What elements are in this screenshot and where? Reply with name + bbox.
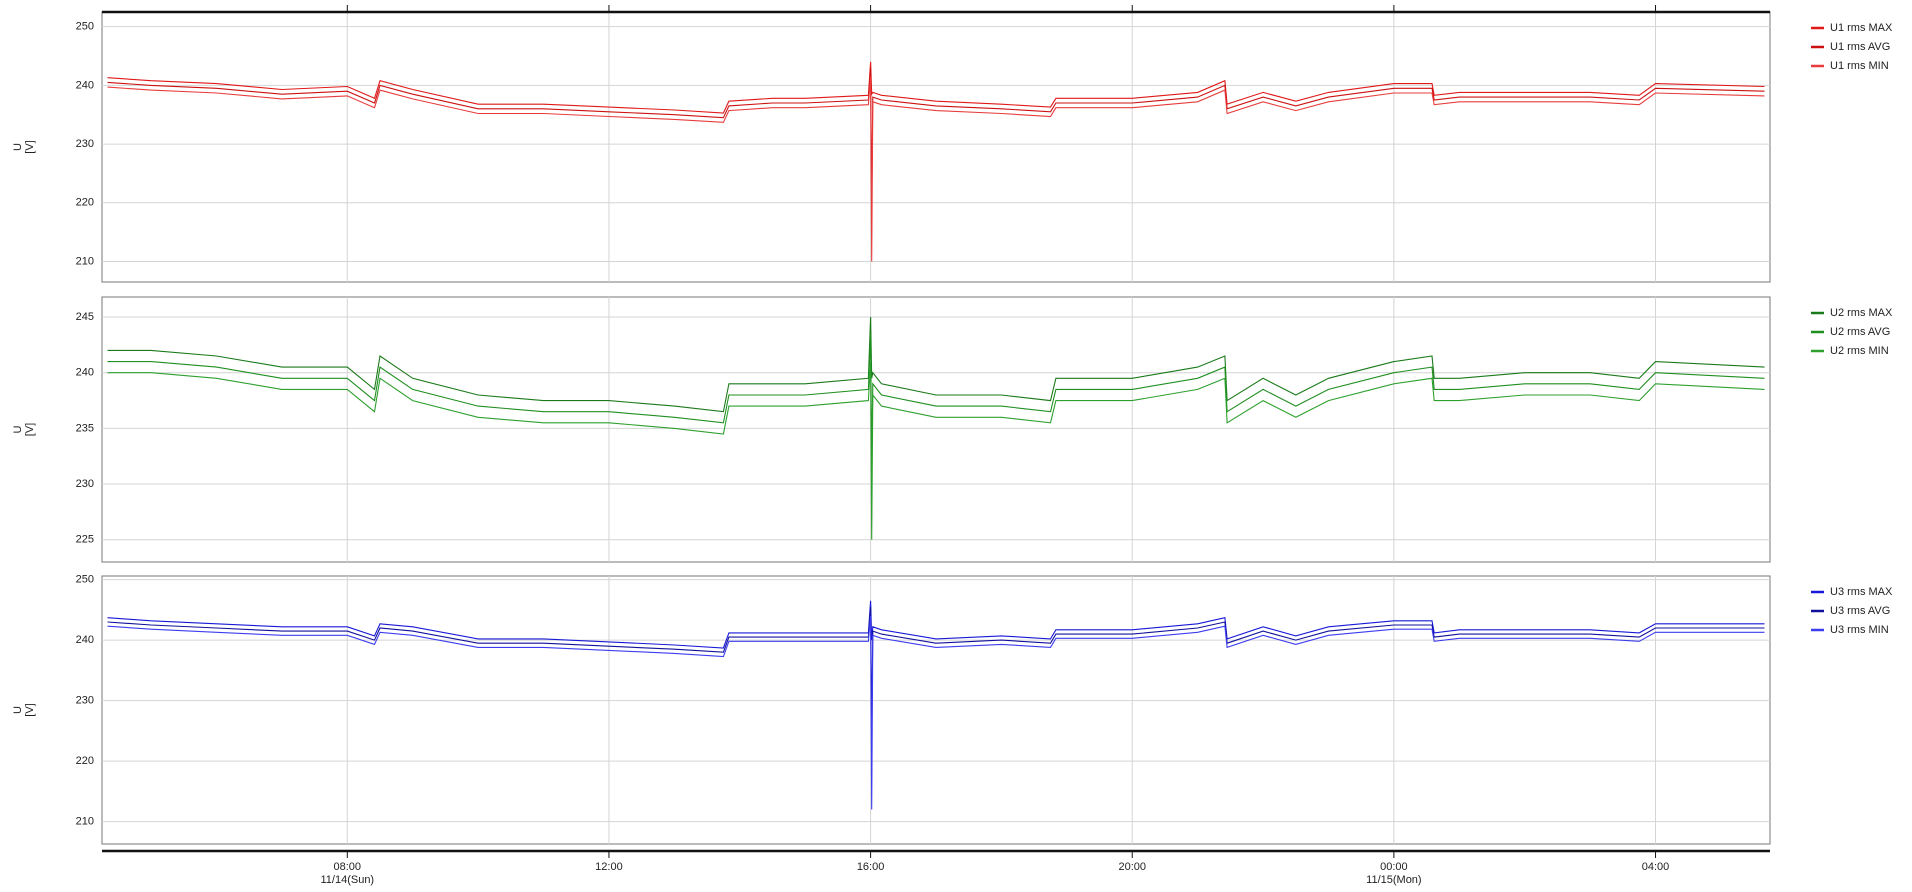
data-line — [107, 76, 1765, 262]
legend-label: U1 rms MAX — [1830, 22, 1893, 34]
y-tick-label: 230 — [76, 138, 94, 150]
y-tick-label: 240 — [76, 367, 94, 379]
y-axis-label: U — [12, 706, 24, 714]
y-axis-unit: [V] — [24, 140, 36, 153]
x-tick-label: 16:00 — [857, 861, 885, 873]
legend-label: U1 rms MIN — [1830, 60, 1889, 72]
x-date-label: 11/15(Mon) — [1366, 874, 1421, 886]
x-tick-label: 20:00 — [1118, 861, 1146, 873]
x-date-label: 11/14(Sun) — [320, 874, 374, 886]
x-tick-label: 08:00 — [334, 861, 362, 873]
y-tick-label: 230 — [76, 695, 94, 707]
y-axis-label: U — [12, 143, 24, 151]
legend-label: U1 rms AVG — [1830, 41, 1890, 53]
data-line — [107, 316, 1765, 413]
y-tick-label: 210 — [76, 255, 94, 267]
legend-label: U2 rms MIN — [1830, 345, 1889, 357]
y-tick-label: 250 — [76, 21, 94, 33]
y-tick-label: 210 — [76, 816, 94, 828]
legend-label: U3 rms MIN — [1830, 624, 1889, 636]
y-tick-label: 235 — [76, 422, 94, 434]
y-tick-label: 240 — [76, 634, 94, 646]
y-axis-label: U — [12, 425, 24, 433]
plot-frame — [101, 575, 1771, 845]
data-line — [107, 61, 1765, 114]
x-tick-label: 00:00 — [1380, 861, 1408, 873]
data-line — [107, 600, 1765, 649]
x-tick-label: 12:00 — [595, 861, 623, 873]
legend-label: U3 rms AVG — [1830, 605, 1890, 617]
y-axis-unit: [V] — [24, 703, 36, 716]
data-line — [107, 361, 1765, 540]
data-line — [107, 606, 1765, 731]
data-line — [107, 67, 1765, 203]
y-tick-label: 220 — [76, 755, 94, 767]
y-tick-label: 250 — [76, 574, 94, 586]
legend-label: U2 rms MAX — [1830, 307, 1893, 319]
legend-label: U2 rms AVG — [1830, 326, 1890, 338]
y-tick-label: 230 — [76, 478, 94, 490]
y-tick-label: 240 — [76, 79, 94, 91]
y-axis-unit: [V] — [24, 423, 36, 436]
data-line — [107, 615, 1765, 810]
y-tick-label: 245 — [76, 311, 94, 323]
plot-frame — [101, 296, 1771, 563]
x-tick-label: 04:00 — [1642, 861, 1670, 873]
y-tick-label: 220 — [76, 197, 94, 209]
plot-frame — [101, 11, 1771, 283]
data-line — [107, 333, 1765, 462]
legend-label: U3 rms MAX — [1830, 586, 1893, 598]
y-tick-label: 225 — [76, 534, 94, 546]
